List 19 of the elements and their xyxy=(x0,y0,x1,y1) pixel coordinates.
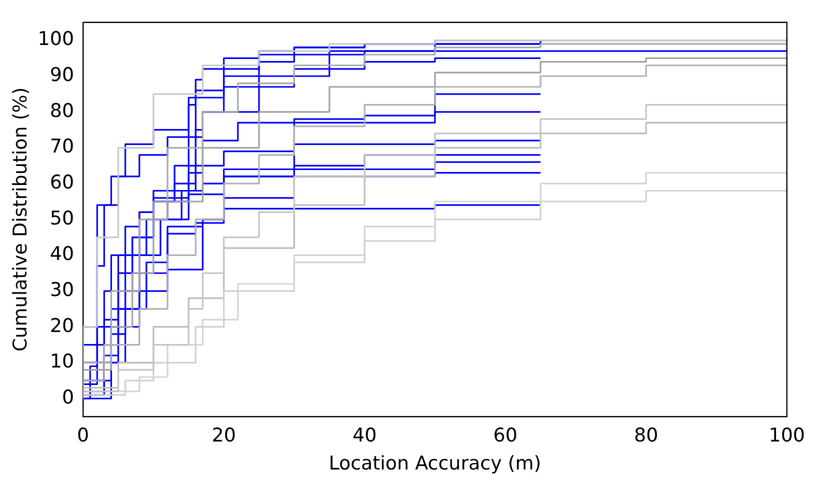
x-tick-label: 0 xyxy=(77,424,90,447)
y-tick-label: 70 xyxy=(50,136,74,158)
y-tick-label: 10 xyxy=(50,350,74,373)
x-tick-label: 40 xyxy=(352,424,377,447)
y-axis-title: Cumulative Distribution (%) xyxy=(9,87,32,352)
y-tick-label: 90 xyxy=(50,64,74,86)
y-tick-label: 50 xyxy=(50,207,74,230)
x-tick-label: 80 xyxy=(634,424,658,447)
x-tick-label: 60 xyxy=(493,424,518,447)
y-tick-label: 60 xyxy=(50,172,74,194)
x-axis-title: Location Accuracy (m) xyxy=(328,452,542,475)
y-tick-label: 80 xyxy=(50,100,74,122)
y-tick-label: 20 xyxy=(50,314,74,337)
y-tick-label: 0 xyxy=(62,386,74,408)
y-tick-label: 30 xyxy=(50,278,74,301)
y-tick-label: 100 xyxy=(38,28,74,50)
x-tick-label: 20 xyxy=(212,424,236,447)
x-tick-label: 100 xyxy=(768,424,805,447)
y-tick-label: 40 xyxy=(50,243,74,266)
